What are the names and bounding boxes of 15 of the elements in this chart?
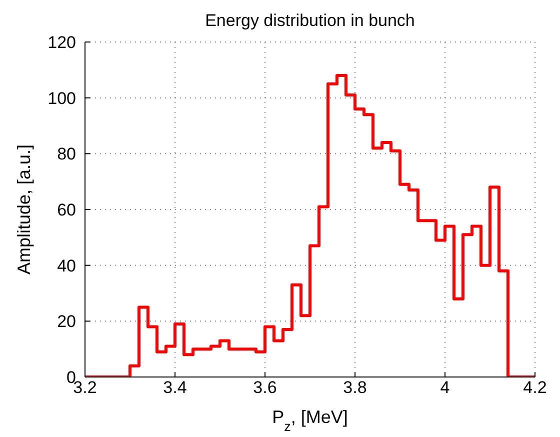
y-tick-label: 120 (48, 33, 76, 52)
y-tick-label: 60 (57, 200, 76, 220)
y-axis-title: Amplitude, [a.u.] (14, 144, 34, 275)
x-tick-label: 3.8 (343, 378, 367, 398)
x-tick-label: 4.2 (523, 378, 547, 398)
y-tick-label: 0 (66, 368, 76, 388)
y-tick-label: 100 (48, 88, 76, 108)
x-tick-label: 3.6 (253, 378, 277, 398)
x-axis-title: P$_{z}$, [MeV] (272, 407, 348, 434)
chart-title: Energy distribution in bunch (205, 11, 415, 30)
x-tick-label: 3.4 (163, 378, 187, 398)
y-tick-label: 40 (57, 256, 76, 276)
y-tick-label: 20 (57, 312, 76, 332)
x-tick-label: 4 (440, 378, 450, 398)
y-tick-label: 80 (57, 144, 76, 164)
